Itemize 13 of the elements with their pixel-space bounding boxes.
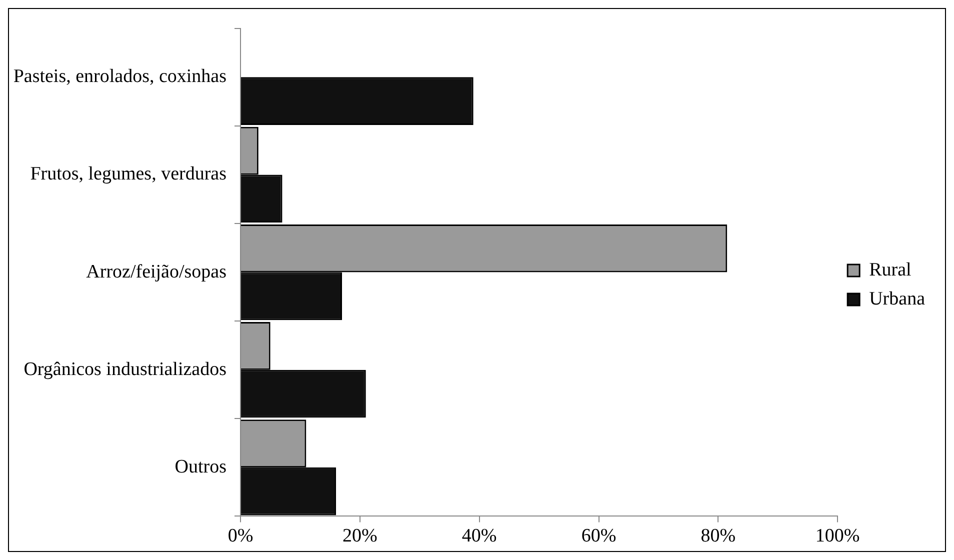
y-tick-label: Outros [174, 456, 226, 478]
x-tick-label: 60% [581, 526, 616, 547]
y-tick-label: Frutos, legumes, verduras [30, 164, 226, 185]
legend-label: Rural [869, 259, 912, 280]
x-tick-label: 100% [815, 526, 860, 547]
legend-label: Urbana [869, 288, 926, 310]
x-tick-label: 80% [700, 526, 736, 547]
x-tick-label: 40% [462, 526, 497, 547]
x-tick-label: 20% [342, 526, 378, 547]
y-tick-label: Pasteis, enrolados, coxinhas [13, 66, 226, 88]
x-tick-label: 0% [228, 526, 254, 547]
y-tick-label: Orgânicos industrializados [24, 358, 226, 380]
y-tick-label: Arroz/feijão/sopas [86, 261, 226, 282]
